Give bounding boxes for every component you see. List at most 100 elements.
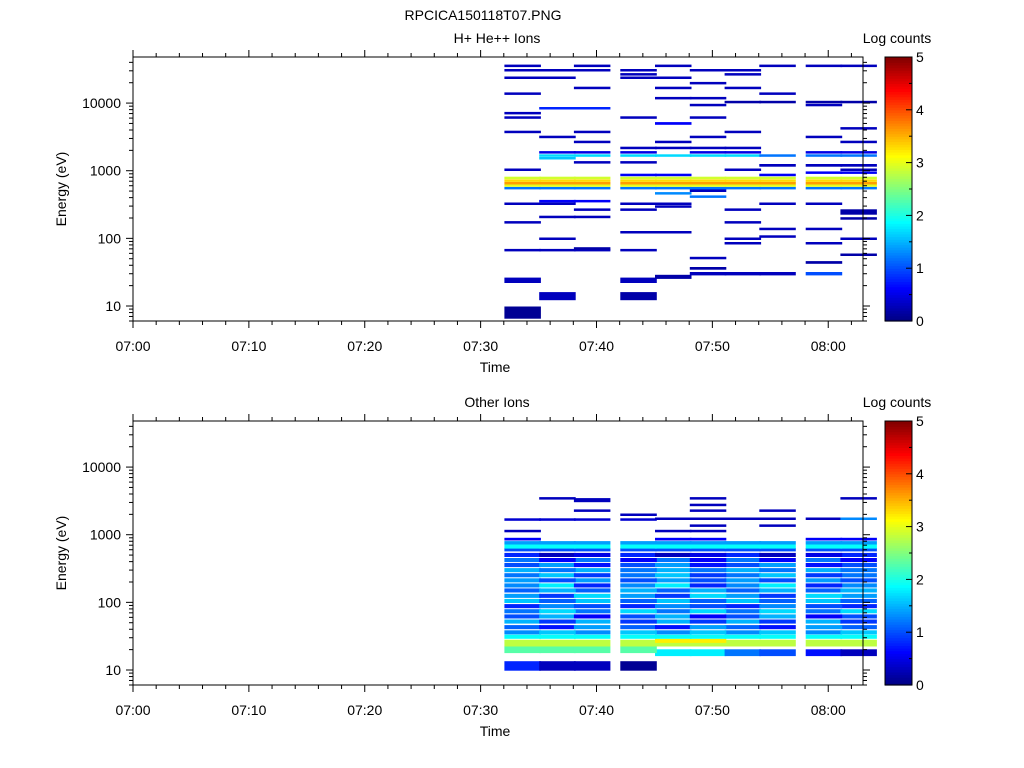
heatmap-cell [655,184,692,187]
heatmap-cell [573,598,611,603]
heatmap-cell [504,614,541,619]
colorbar-segment [885,632,912,636]
heatmap-cell [573,208,611,211]
colorbar-segment [885,181,912,185]
heatmap-cell [689,146,727,150]
colorbar-segment [885,460,912,464]
heatmap-cell [840,209,877,215]
heatmap-cell [539,578,576,583]
colorbar-segment [885,452,912,456]
colorbar-segment [885,579,912,583]
colorbar-segment [885,133,912,137]
colorbar-segment [885,513,912,517]
heatmap-cell [620,202,657,205]
heatmap-cell [689,625,727,630]
colorbar-segment [885,284,912,288]
heatmap-cell [620,634,657,639]
colorbar-segment [885,603,912,607]
heatmap-cell [805,625,843,630]
heatmap-cell [573,186,611,190]
colorbar-segment [885,262,912,267]
colorbar-segment [885,434,912,438]
heatmap-cell [620,518,657,521]
heatmap-cell [805,614,843,619]
heatmap-cell [573,646,611,654]
heatmap-cell [689,96,727,100]
heatmap-cell [724,634,762,639]
heatmap-cell [504,130,541,134]
colorbar-segment [885,218,912,222]
heatmap-cell [759,154,796,157]
colorbar-segment [885,442,912,446]
colorbar-segment [885,679,912,683]
heatmap-cell [759,524,796,527]
colorbar-segment [885,650,912,654]
heatmap-cell [620,173,657,177]
heatmap-cell [573,568,611,573]
heatmap-cell [724,619,762,624]
heatmap-cell [539,182,576,185]
heatmap-cell [805,179,843,182]
colorbar-segment [885,115,912,119]
heatmap-cell [840,609,877,614]
panel-other-ions: Other Ions Energy (eV) Time 07:00 07:10 07… [53,394,931,739]
heatmap-cell [620,588,657,593]
x-tick-label: 07:20 [347,338,382,354]
heatmap-cell [805,272,843,276]
heatmap-cell [504,221,541,224]
heatmap-cell [504,69,541,72]
colorbar-label: Log counts [863,30,932,46]
heatmap-cell [573,140,611,144]
heatmap-cell [759,552,796,557]
heatmap-cell [573,69,611,72]
heatmap-cell [805,639,843,647]
colorbar-segment [885,468,912,472]
heatmap-cell [689,537,727,541]
colorbar-segment [885,125,912,129]
heatmap-cell [620,248,657,252]
x-tick-label: 07:10 [231,338,266,354]
heatmap-cell [504,661,541,671]
heatmap-cell [840,164,877,167]
colorbar-segment [885,426,912,430]
heatmap-cell [724,186,762,190]
heatmap-cell [840,537,877,541]
colorbar-segment [885,463,912,467]
heatmap-cell [840,497,877,500]
heatmap-cell [805,100,843,104]
colorbar-segment [885,560,912,565]
heatmap-cell [805,649,843,657]
heatmap-cell [689,272,727,276]
colorbar-segment [885,167,912,172]
heatmap-cell [724,593,762,598]
x-tick-label: 08:00 [811,338,846,354]
heatmap-cell [573,215,611,219]
heatmap-cell [805,103,843,107]
colorbar-segment [885,674,912,678]
colorbar-segment [885,294,912,298]
heatmap-cell [724,558,762,563]
heatmap-cell [573,64,611,68]
heatmap-cell [573,573,611,578]
colorbar-segment [885,653,912,657]
heatmap-cell [620,568,657,573]
heatmap-cell [724,86,762,90]
heatmap-cell [840,171,877,174]
colorbar-segment [885,658,912,662]
heatmap-cell [539,625,576,630]
colorbar-segment [885,112,912,116]
colorbar-segment [885,550,912,554]
colorbar-label: Log counts [863,394,932,410]
heatmap-cell [759,179,796,182]
heatmap-cell [759,517,796,520]
colorbar-segment [885,130,912,135]
colorbar-segment [885,637,912,641]
colorbar-segment [885,88,912,92]
colorbar-segment [885,597,912,602]
heatmap-cell [805,552,843,557]
heatmap-cell [655,231,692,234]
heatmap-cell [724,598,762,603]
heatmap-cell [724,541,762,545]
colorbar-segment [885,239,912,243]
